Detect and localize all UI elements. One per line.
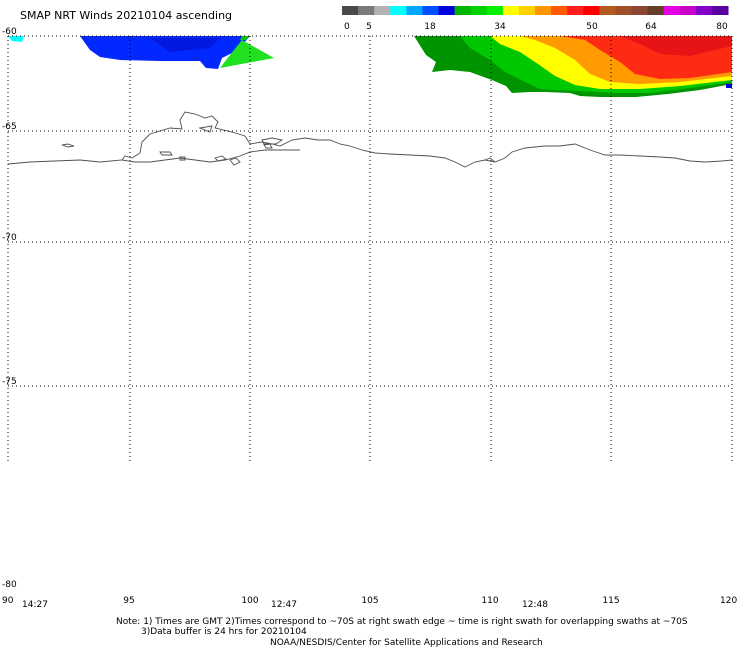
graticule	[7, 35, 733, 463]
island-8	[198, 125, 213, 133]
island-3	[179, 156, 186, 161]
lat-label-75: -75	[2, 377, 17, 387]
wind-patch-mid-blue	[150, 38, 220, 52]
lon-label-105: 105	[361, 596, 379, 606]
note-line-2: 3)Data buffer is 24 hrs for 20210104	[141, 627, 307, 637]
coast-inlet	[484, 157, 496, 163]
colorbar-segment	[502, 6, 520, 15]
lat-label-60: -60	[2, 27, 17, 37]
colorbar-segment	[711, 6, 729, 15]
island-4	[214, 155, 228, 162]
colorbar-tick-label: 64	[645, 22, 657, 32]
lon-label-110: 110	[481, 596, 499, 606]
colorbar-segment	[663, 6, 681, 15]
coastline	[7, 111, 733, 168]
swath-right	[414, 36, 732, 97]
swath-time-2: 12:47	[271, 600, 297, 610]
swath-left	[8, 36, 274, 69]
colorbar-segment	[695, 6, 713, 15]
island-7	[263, 143, 273, 149]
island-5	[229, 157, 241, 166]
lat-label-70: -70	[2, 233, 17, 243]
lon-label-120: 120	[720, 596, 738, 606]
colorbar-tick-label: 80	[716, 22, 728, 32]
colorbar-tick-label: 18	[424, 22, 436, 32]
colorbar-tick-label: 50	[586, 22, 598, 32]
colorbar-segment	[647, 6, 665, 15]
lat-label-65: -65	[2, 122, 17, 132]
colorbar-segment	[358, 6, 375, 15]
note-line-1: Note: 1) Times are GMT 2)Times correspon…	[116, 617, 688, 627]
note-line-3: NOAA/NESDIS/Center for Satellite Applica…	[270, 638, 543, 648]
colorbar-segment	[454, 6, 472, 15]
colorbar-segment	[567, 6, 584, 15]
colorbar-segment	[615, 6, 632, 15]
wind-patch-cyan	[8, 36, 24, 42]
lon-label-95: 95	[123, 596, 135, 606]
colorbar-segment	[679, 6, 697, 15]
colorbar-segment	[535, 6, 552, 15]
island-6	[261, 137, 284, 145]
colorbar-segment	[438, 6, 456, 15]
colorbar-segment	[422, 6, 439, 15]
colorbar: 0 5 18 34 50 64 80	[342, 6, 729, 32]
coast-lower	[121, 149, 300, 163]
colorbar-segment	[390, 6, 407, 15]
colorbar-segment	[518, 6, 536, 15]
colorbar-segment	[374, 6, 391, 15]
colorbar-segment	[599, 6, 616, 15]
island-2	[159, 151, 173, 156]
map-title: SMAP NRT Winds 20210104 ascending	[20, 9, 233, 22]
colorbar-tick-label: 0	[344, 22, 350, 32]
lat-label-80: -80	[2, 580, 17, 590]
lon-label-115: 115	[602, 596, 620, 606]
lon-label-90: 90	[2, 596, 14, 606]
colorbar-segment	[631, 6, 649, 15]
colorbar-tick-label: 34	[494, 22, 506, 32]
lon-label-100: 100	[241, 596, 259, 606]
colorbar-segment	[551, 6, 568, 15]
wind-patch-green-left	[220, 40, 274, 68]
colorbar-segment	[583, 6, 600, 15]
colorbar-segment	[486, 6, 504, 15]
swath-time-3: 12:48	[522, 600, 548, 610]
colorbar-segment	[342, 6, 359, 15]
swath-time-1: 14:27	[22, 600, 48, 610]
colorbar-segment	[470, 6, 488, 15]
colorbar-tick-label: 5	[366, 22, 372, 32]
colorbar-segment	[406, 6, 423, 15]
coast-main	[7, 111, 733, 168]
island-1	[61, 143, 75, 148]
